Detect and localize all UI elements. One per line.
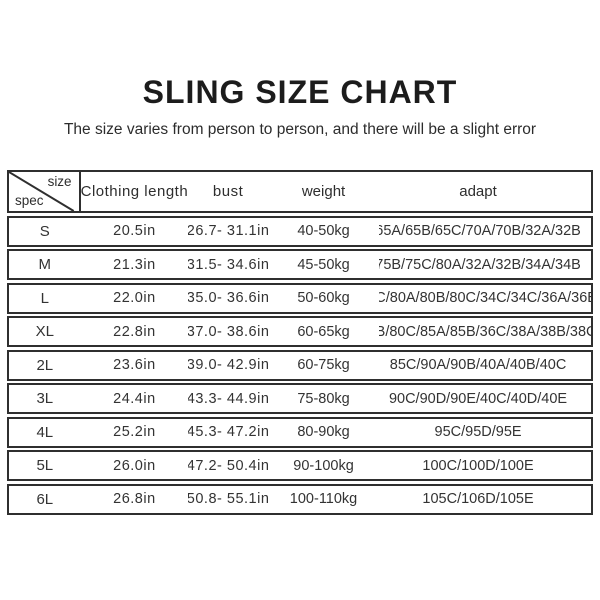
size-chart-table: size spec Clothing length bust weight ad… <box>7 170 593 515</box>
column-header-clothing-length: Clothing length <box>80 183 189 200</box>
cell-clothing-length: 24.4in <box>113 390 156 407</box>
cell-adapt: 80B/80C/85A/85B/36C/38A/38B/38C <box>379 323 591 340</box>
cell-weight: 50-60kg <box>297 290 350 306</box>
page-subtitle: The size varies from person to person, a… <box>63 121 537 138</box>
table-row-6l: 6L 26.8in 50.8- 55.1in 100-110kg 105C/10… <box>7 483 593 515</box>
cell-adapt: 85C/90A/90B/40A/40B/40C <box>389 357 567 373</box>
table-row-m: M 21.3in 31.5- 34.6in 45-50kg 75B/75C/80… <box>7 249 593 280</box>
table-row-s: S 20.5in 26.7- 31.1in 40-50kg 65A/65B/65… <box>7 215 593 247</box>
cell-adapt: 95C/95D/95E <box>434 424 522 440</box>
page-title: SLING SIZE CHART <box>142 74 458 110</box>
cell-weight: 45-50kg <box>297 256 350 273</box>
cell-spec: L <box>40 289 49 307</box>
cell-bust: 26.7- 31.1in <box>188 223 268 239</box>
cell-clothing-length: 21.3in <box>113 256 156 273</box>
table-row-3l: 3L 24.4in 43.3- 44.9in 75-80kg 90C/90D/9… <box>7 383 593 414</box>
cell-adapt: 75B/75C/80A/32A/32B/34A/34B <box>379 256 581 273</box>
cell-clothing-length: 20.5in <box>113 223 156 239</box>
cell-bust: 37.0- 38.6in <box>188 323 268 340</box>
cell-adapt: 75C/80A/80B/80C/34C/34C/36A/36B <box>379 290 591 306</box>
table-row-4l: 4L 25.2in 45.3- 47.2in 80-90kg 95C/95D/9… <box>7 416 593 448</box>
cell-bust: 43.3- 44.9in <box>188 390 268 407</box>
cell-spec: 2L <box>36 356 54 374</box>
cell-weight: 90-100kg <box>293 457 354 474</box>
corner-label-spec: spec <box>15 193 44 208</box>
column-header-bust: bust <box>212 183 244 200</box>
cell-adapt: 65A/65B/65C/70A/70B/32A/32B <box>379 223 581 239</box>
cell-weight: 60-75kg <box>297 357 350 373</box>
cell-weight: 75-80kg <box>297 390 350 407</box>
cell-spec: 3L <box>36 390 54 407</box>
cell-weight: 60-65kg <box>297 323 350 340</box>
cell-spec: 5L <box>36 457 54 474</box>
cell-bust: 50.8- 55.1in <box>188 491 268 507</box>
column-header-weight: weight <box>301 183 346 200</box>
cell-weight: 80-90kg <box>297 424 350 440</box>
cell-clothing-length: 22.0in <box>113 290 156 306</box>
cell-spec: M <box>38 256 52 273</box>
cell-bust: 35.0- 36.6in <box>188 290 268 306</box>
corner-cell: size spec <box>9 172 81 211</box>
table-row-xl: XL 22.8in 37.0- 38.6in 60-65kg 80B/80C/8… <box>7 316 593 347</box>
cell-spec: 6L <box>36 490 54 508</box>
cell-clothing-length: 23.6in <box>113 357 156 373</box>
cell-clothing-length: 22.8in <box>113 323 156 340</box>
table-header-row: size spec Clothing length bust weight ad… <box>7 170 593 213</box>
table-row-2l: 2L 23.6in 39.0- 42.9in 60-75kg 85C/90A/9… <box>7 349 593 381</box>
cell-clothing-length: 25.2in <box>113 424 156 440</box>
diagonal-divider-line <box>9 172 79 211</box>
corner-label-size: size <box>47 174 72 189</box>
cell-weight: 40-50kg <box>297 223 350 239</box>
cell-adapt: 105C/106D/105E <box>422 491 534 507</box>
cell-bust: 39.0- 42.9in <box>188 357 268 373</box>
column-header-adapt: adapt <box>459 183 497 200</box>
cell-weight: 100-110kg <box>289 491 358 507</box>
cell-bust: 31.5- 34.6in <box>188 256 268 273</box>
cell-bust: 45.3- 47.2in <box>188 424 268 440</box>
table-row-5l: 5L 26.0in 47.2- 50.4in 90-100kg 100C/100… <box>7 450 593 481</box>
cell-adapt: 90C/90D/90E/40C/40D/40E <box>388 390 568 407</box>
cell-adapt: 100C/100D/100E <box>422 457 534 474</box>
cell-clothing-length: 26.0in <box>113 457 156 474</box>
cell-spec: S <box>39 222 50 240</box>
cell-spec: 4L <box>36 423 54 441</box>
cell-bust: 47.2- 50.4in <box>188 457 268 474</box>
cell-spec: XL <box>35 323 54 340</box>
cell-clothing-length: 26.8in <box>113 491 156 507</box>
table-row-l: L 22.0in 35.0- 36.6in 50-60kg 75C/80A/80… <box>7 282 593 314</box>
